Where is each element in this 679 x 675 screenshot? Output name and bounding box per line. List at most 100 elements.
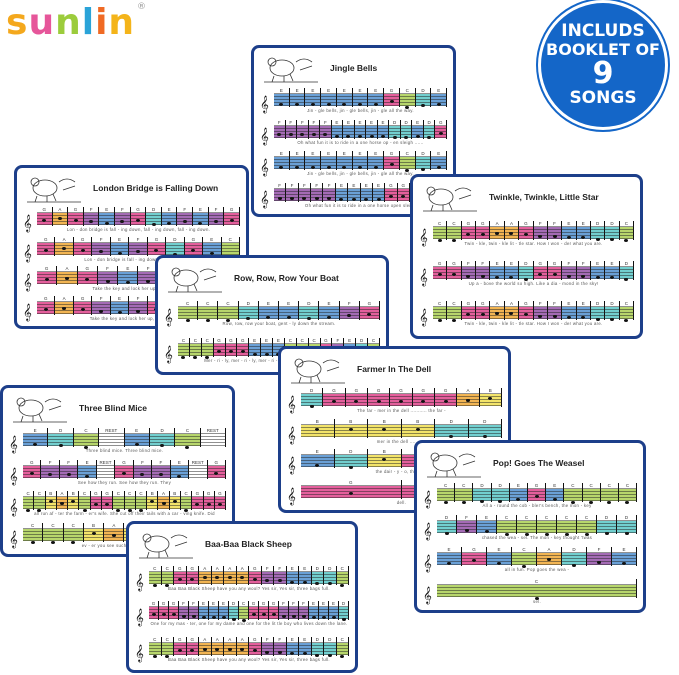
lyrics-line: mer in the dell ...........: [376, 438, 427, 444]
note-head: [146, 279, 151, 283]
note-segment: G: [527, 483, 547, 502]
note-letter: E: [348, 338, 352, 344]
lyrics-line: Oh what fun it is to ride in a one horse…: [304, 203, 417, 209]
note-letter: G: [271, 601, 276, 607]
note-letter: G: [466, 301, 471, 306]
note-head: [193, 356, 198, 360]
note-color-band: [169, 497, 180, 510]
note-segment: C: [79, 491, 91, 513]
note-head: [538, 314, 543, 318]
note-segment: B: [368, 449, 402, 469]
note-head: [504, 533, 509, 536]
note-head: [415, 134, 420, 138]
note-letter: E: [495, 261, 499, 266]
note-segment: C: [198, 300, 219, 322]
note-letter: F: [136, 236, 140, 242]
treble-clef-icon: 𝄞: [23, 303, 32, 322]
song-title: Pop! Goes The Weasel: [493, 458, 585, 468]
note-segment: F: [274, 637, 287, 657]
note-head: [227, 647, 232, 651]
note-head: [389, 99, 394, 103]
note-segment: E: [504, 261, 520, 280]
row-body: C C G G A A A A G F F E E D D C Baa Baa Black Sheep have…: [149, 637, 349, 663]
note-letter: G: [354, 388, 359, 394]
note-letter: E: [437, 87, 441, 93]
note-letter: E: [370, 119, 374, 125]
note-letter: E: [581, 221, 585, 226]
note-head: [29, 471, 34, 475]
note-segment: C: [517, 515, 537, 536]
staff-row: 𝄞 G G F F E E D G G F F E E D Up a - bove the world so …: [419, 261, 635, 287]
note-letter: C: [452, 301, 456, 306]
note-segment: D: [590, 301, 606, 321]
note-head: [595, 276, 600, 279]
note-segment: C: [161, 637, 174, 659]
note-head: [43, 308, 48, 312]
note-segment: D: [334, 449, 368, 469]
note-color-band: [201, 344, 213, 357]
note-segment: A: [457, 388, 480, 408]
note-segment: B: [334, 418, 368, 438]
note-head: [59, 501, 64, 505]
note-letter: E: [364, 183, 368, 189]
note-letter: D: [596, 221, 600, 226]
note-head: [226, 318, 230, 322]
note-letter: A: [62, 236, 66, 242]
note-segment: E: [437, 547, 462, 566]
note-segment: A: [504, 301, 520, 320]
note-letter: F: [99, 236, 103, 242]
note-segment: E: [170, 459, 190, 479]
note-segment: A: [52, 206, 69, 226]
note-head: [327, 653, 332, 657]
note-segment: D: [339, 601, 349, 621]
note-head: [465, 398, 470, 402]
note-letter: G: [552, 261, 557, 266]
lyrics-line: Baa Baa Black Sheep have you any wool? Y…: [168, 585, 330, 591]
note-letter: G: [229, 206, 234, 212]
note-head: [229, 218, 234, 222]
note-head: [484, 530, 489, 533]
note-segment: C: [63, 523, 84, 545]
illustration-tower-bridge: [27, 177, 81, 203]
note-head: [552, 498, 557, 501]
note-head: [523, 313, 528, 316]
note-segment: G: [384, 151, 400, 171]
note-segment: F: [92, 296, 111, 316]
note-head: [185, 318, 190, 322]
note-letter: B: [349, 418, 353, 424]
note-segment: REST: [200, 427, 226, 447]
treble-clef-icon: 𝄞: [23, 273, 32, 292]
note-letter: F: [99, 296, 103, 302]
note-segment: B: [68, 491, 80, 511]
note-head: [498, 499, 503, 503]
staff-row: 𝄞 C C G G A A G F F E E D D C Twin - kle, twin - kle li…: [419, 301, 635, 327]
note-head: [327, 315, 332, 319]
note-segment: E: [335, 183, 349, 203]
note-letter: E: [135, 427, 139, 433]
staff-rows: 𝄞 C C G G A A G F F E E D D C Twin - kle, twin - kle li…: [419, 214, 635, 334]
note-color-band: [512, 553, 536, 565]
note-head: [134, 442, 139, 446]
note-segment: C: [113, 491, 125, 513]
note-letter: E: [358, 87, 362, 93]
note-letter: D: [341, 601, 346, 607]
note-color-band: [161, 643, 173, 656]
note-head: [291, 614, 296, 618]
note-letter: A: [203, 637, 207, 643]
note-segment: E: [487, 547, 512, 566]
note-segment: G: [249, 565, 262, 585]
note-letter: A: [240, 637, 244, 643]
note-segment: E: [431, 151, 448, 171]
note-head: [252, 649, 257, 653]
note-letter: D: [624, 515, 629, 520]
note-head: [552, 314, 557, 318]
note-segment: A: [236, 637, 249, 657]
note-head: [622, 562, 626, 565]
note-segment: D: [597, 515, 617, 535]
note-letter: E: [198, 206, 202, 212]
note-segment: F: [189, 601, 199, 621]
note-segment: E: [562, 221, 577, 240]
note-segment: F: [115, 206, 131, 226]
note-letter: C: [206, 300, 210, 306]
